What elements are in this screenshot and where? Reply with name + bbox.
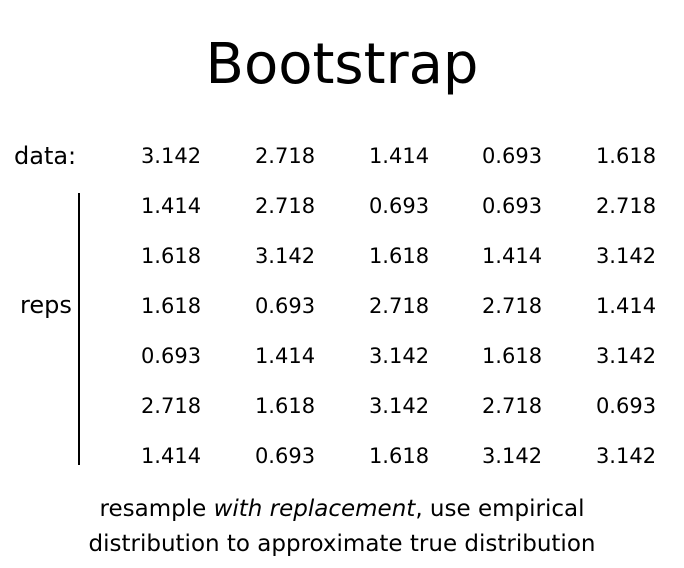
rep-cell: 3.142 <box>595 244 657 268</box>
rep-cell: 0.693 <box>481 194 543 218</box>
rep-cell: 3.142 <box>368 394 430 418</box>
rep-cell: 2.718 <box>481 294 543 318</box>
rep-cell: 2.718 <box>254 194 316 218</box>
rep-cell: 2.718 <box>140 394 202 418</box>
rep-cell: 1.414 <box>481 244 543 268</box>
rep-cell: 3.142 <box>481 444 543 468</box>
rep-cell: 3.142 <box>595 344 657 368</box>
rep-cell: 0.693 <box>595 394 657 418</box>
rep-cell: 2.718 <box>595 194 657 218</box>
rep-cell: 1.414 <box>595 294 657 318</box>
rep-cell: 3.142 <box>368 344 430 368</box>
data-cell: 1.618 <box>595 144 657 168</box>
data-cell: 3.142 <box>140 144 202 168</box>
rep-cell: 0.693 <box>254 444 316 468</box>
reps-bracket-line <box>78 193 80 465</box>
caption-text: resample <box>99 496 214 522</box>
slide-title: Bootstrap <box>205 32 479 97</box>
rep-cell: 2.718 <box>481 394 543 418</box>
rep-cell: 1.414 <box>254 344 316 368</box>
rep-cell: 1.618 <box>140 294 202 318</box>
rep-cell: 2.718 <box>368 294 430 318</box>
rep-cell: 3.142 <box>254 244 316 268</box>
data-cell: 0.693 <box>481 144 543 168</box>
rep-cell: 3.142 <box>595 444 657 468</box>
rep-cell: 1.618 <box>140 244 202 268</box>
caption-line-1: resample with replacement, use empirical <box>0 493 684 525</box>
rep-cell: 1.618 <box>368 244 430 268</box>
data-cell: 1.414 <box>368 144 430 168</box>
rep-cell: 1.618 <box>254 394 316 418</box>
reps-label: reps <box>20 291 72 319</box>
rep-cell: 1.414 <box>140 194 202 218</box>
caption-line-2: distribution to approximate true distrib… <box>88 531 596 557</box>
rep-cell: 1.618 <box>368 444 430 468</box>
rep-cell: 0.693 <box>254 294 316 318</box>
rep-cell: 0.693 <box>140 344 202 368</box>
data-cell: 2.718 <box>254 144 316 168</box>
caption-text: , use empirical <box>415 496 585 522</box>
rep-cell: 0.693 <box>368 194 430 218</box>
data-row-label: data: <box>14 142 77 170</box>
rep-cell: 1.618 <box>481 344 543 368</box>
caption-emphasis: with replacement <box>213 496 416 522</box>
rep-cell: 1.414 <box>140 444 202 468</box>
